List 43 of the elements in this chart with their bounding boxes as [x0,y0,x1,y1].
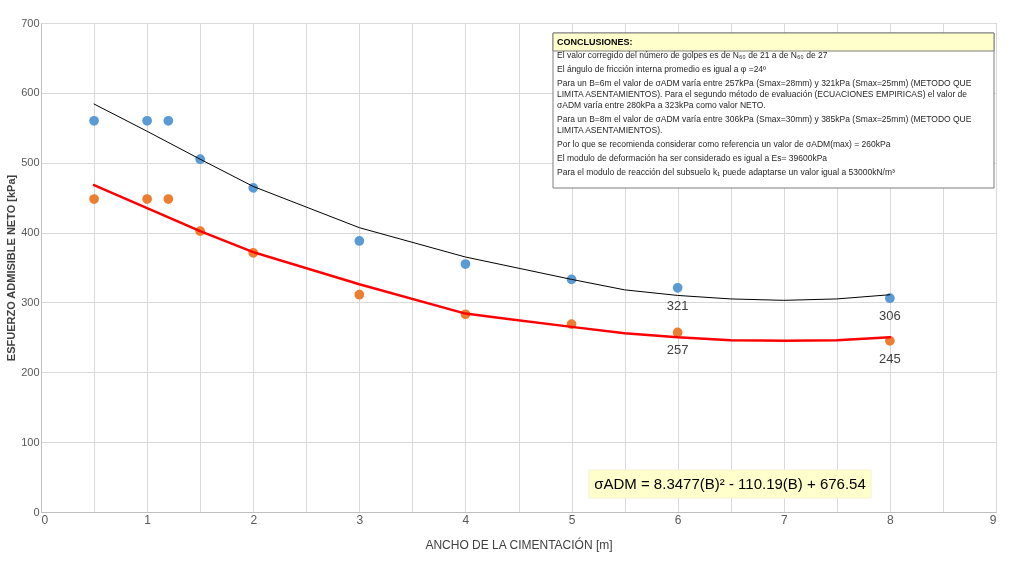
x-tick-label: 5 [568,512,576,527]
x-tick-label: 3 [356,512,364,527]
point [163,115,174,126]
y-tick-label: 700 [21,16,40,29]
point [885,293,895,304]
x-tick-label: 6 [674,512,682,527]
point [460,259,471,269]
point [672,282,683,293]
point [672,327,683,338]
annotation: El modulo de deformación ha ser considerado es igual a Es= 39600kPa [557,153,828,163]
x-axis-title: ANCHO DE LA CIMENTACIÓN [m] [425,536,613,552]
x-tick-label: 1 [144,512,152,527]
x-tick-label: 7 [780,512,788,527]
point [163,194,174,204]
data-label: 245 [879,350,901,366]
x-tick-label: 8 [887,512,895,527]
y-axis-title: ESFUERZO ADMISIBLE NETO [kPa] [5,174,18,362]
annotation: Para el modulo de reacción del subsuelo k₁ puede adaptarse un valor igual a 53000kN/m³ [557,167,896,177]
data-label: 306 [879,308,901,324]
annotation: CONCLUSIONES: [557,37,633,47]
y-tick-label: 500 [21,156,40,169]
annotation: σADM = 8.3477(B)² - 110.19(B) + 676.54 [594,475,866,492]
annotation: El ángulo de fricción interna promedio es igual a φ =24º [557,64,767,74]
data-label: 257 [666,342,689,358]
x-tick-label: 4 [462,512,470,527]
point [89,115,99,126]
y-tick-label: 100 [21,435,40,448]
point [89,194,99,204]
x-tick-label: 2 [250,512,258,527]
point [142,194,152,204]
x-tick-label: 9 [989,512,997,527]
y-tick-label: 400 [21,226,40,239]
annotation: Por lo que se recomienda considerar como referencia un valor de σADM(max) = 260kPa [557,139,891,149]
point [354,236,365,246]
annotation: El valor corregido del número de golpes es de N₆₀ de 21 a de N₆₀ de 27 [557,50,828,60]
data-label: 321 [666,297,689,313]
y-tick-label: 600 [21,86,40,99]
y-tick-label: 300 [21,295,40,308]
y-tick-label: 200 [21,365,40,378]
annotation: Para un B=8m el valor de σADM varía entre 306kPa (Smax=30mm) y 385kPa (Smax=25mm) (METODO QUE LIMITA ASENTAMIENTOS). [557,114,972,135]
point [354,289,365,300]
point [142,115,152,126]
annotation: Para un B=6m el valor de σADM varía entre 257kPa (Smax=28mm) y 321kPa (Smax=25mm) (METODO QUE LIMITA ASENTAMIENTOS). Para el segundo método de evaluación (ECUACIONES EMPIRICAS) el valor de σADM varía entre 280kPa a 323kPa como valor NETO. [557,78,972,110]
